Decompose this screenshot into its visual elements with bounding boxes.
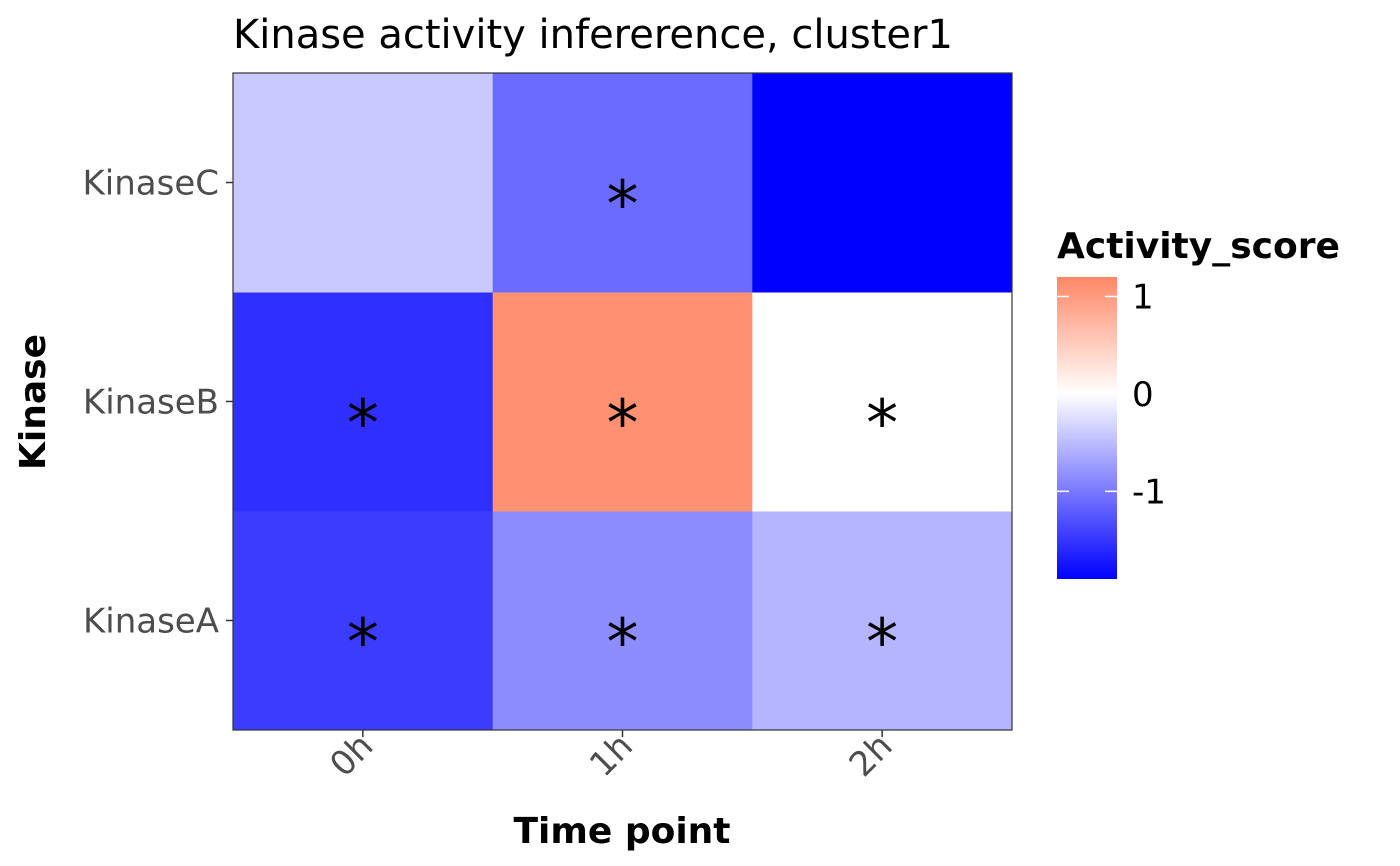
significance-star: * [347,607,379,681]
chart-title: Kinase activity infererence, cluster1 [233,12,953,58]
legend-title: Activity_score [1057,226,1340,267]
heatmap-cell [233,292,494,512]
x-axis-title: Time point [513,811,730,852]
legend-colorbar [1057,277,1117,579]
heatmap-cells [233,73,1013,731]
significance-star: * [347,388,379,462]
significance-star: * [607,607,639,681]
y-axis-ticks: KinaseA KinaseB KinaseC [83,164,233,642]
legend: 1 0 -1 [1057,277,1166,579]
legend-tick-label: -1 [1132,472,1166,512]
legend-tick-label: 0 [1132,375,1154,415]
legend-tick-label: 1 [1132,277,1154,317]
significance-star: * [866,607,898,681]
significance-star: * [866,388,898,462]
heatmap-cell [233,73,494,293]
significance-markers: * * * * * * * [347,169,898,681]
x-axis-ticks: 0h 1h 2h [322,726,900,785]
x-tick-label: 1h [582,726,641,785]
significance-star: * [607,388,639,462]
heatmap-cell [752,73,1013,293]
heatmap-cell [492,511,753,731]
heatmap-cell [492,292,753,512]
x-tick-label: 2h [842,726,901,785]
heatmap-cell [752,292,1013,512]
y-tick-label: KinaseA [83,602,219,642]
significance-star: * [607,169,639,243]
x-tick-label: 0h [322,726,381,785]
y-axis-title: Kinase [13,334,54,470]
y-tick-label: KinaseB [83,383,219,423]
heatmap-cell [492,73,753,293]
y-tick-label: KinaseC [83,164,220,204]
heatmap-cell [752,511,1013,731]
heatmap-cell [233,511,494,731]
